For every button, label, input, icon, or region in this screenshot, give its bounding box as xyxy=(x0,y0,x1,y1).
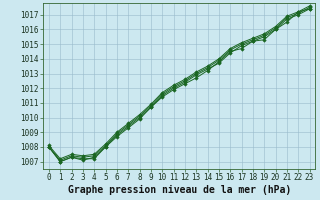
X-axis label: Graphe pression niveau de la mer (hPa): Graphe pression niveau de la mer (hPa) xyxy=(68,185,291,195)
